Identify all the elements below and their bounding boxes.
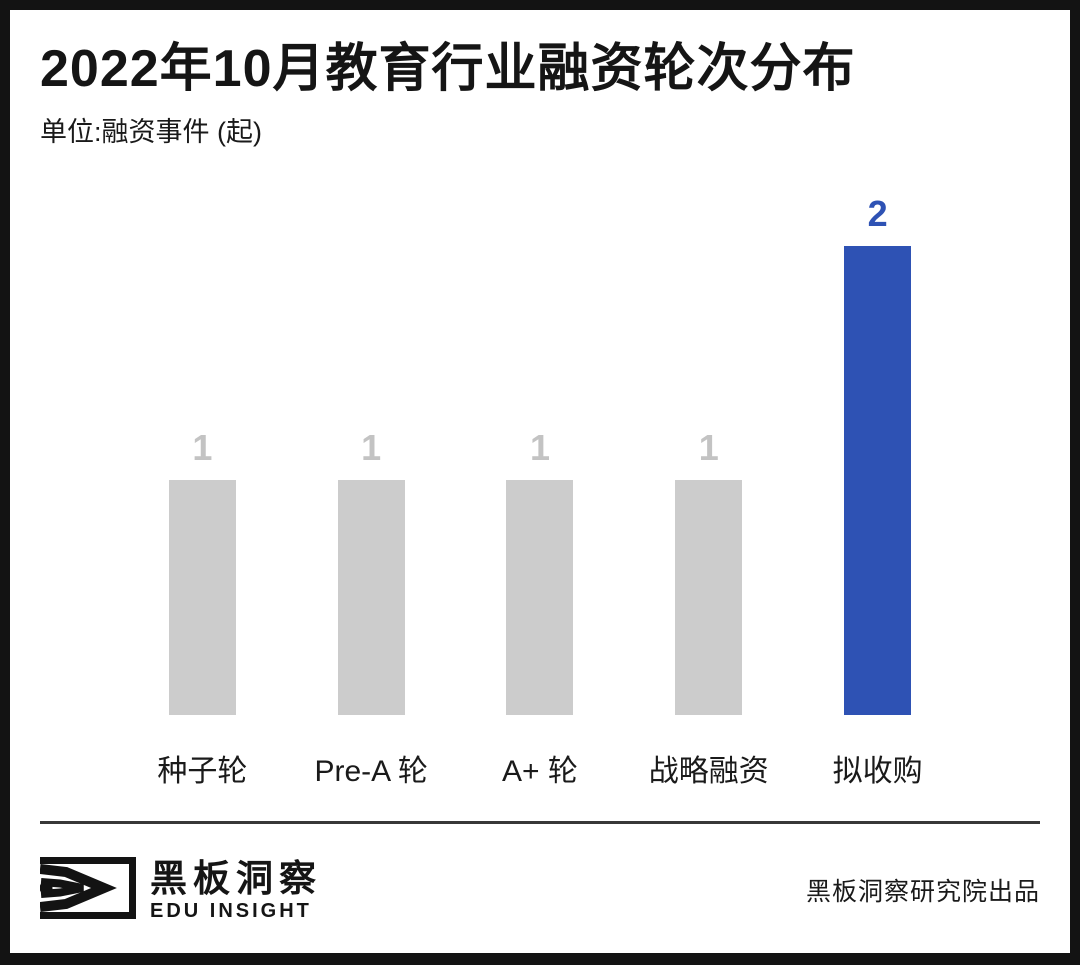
production-credit: 黑板洞察研究院出品 (805, 878, 1040, 907)
x-axis-label-a-plus-round: A+ 轮 (502, 754, 578, 788)
brand-name-en: EDU INSIGHT (150, 899, 312, 922)
bar-value-label: 1 (361, 426, 382, 468)
footer: 黑板洞察 EDU INSIGHT 黑板洞察研究院出品 (39, 856, 1040, 924)
x-axis-label-pre-a-round: Pre-A 轮 (314, 754, 428, 788)
chart-unit-subtitle: 单位:融资事件 (起) (40, 116, 262, 147)
chart-header: 2022年10月教育行业融资轮次分布 单位:融资事件 (起) (40, 10, 1040, 150)
bar-value-label: 1 (192, 426, 213, 468)
bar-value-label: 1 (698, 426, 719, 468)
brand-text: 黑板洞察 EDU INSIGHT (150, 860, 322, 921)
bar-chart: 1 种子轮 1 Pre-A 轮 1 A+ 轮 1 战略融资 2 拟收购 (118, 192, 962, 797)
bar-group-a-plus-round: 1 A+ 轮 (456, 196, 625, 797)
edu-insight-eye-logo-icon (39, 856, 136, 924)
bar-group-strategic-financing: 1 战略融资 (624, 196, 793, 797)
footer-divider (40, 820, 1040, 824)
x-axis-label-seed-round: 种子轮 (157, 754, 248, 788)
bar-proposed-acquisition (844, 245, 912, 715)
bar-group-pre-a-round: 1 Pre-A 轮 (287, 196, 456, 797)
bar-strategic-financing (675, 479, 743, 715)
bar-value-label: 1 (529, 426, 550, 468)
bar-a-plus-round (506, 479, 574, 715)
bar-pre-a-round (337, 479, 405, 715)
brand-name-cn: 黑板洞察 (150, 857, 322, 899)
bar-group-proposed-acquisition: 2 拟收购 (793, 192, 962, 797)
bar-seed-round (168, 479, 236, 715)
chart-title: 2022年10月教育行业融资轮次分布 (40, 40, 856, 98)
bar-group-seed-round: 1 种子轮 (118, 196, 287, 797)
x-axis-label-proposed-acquisition: 拟收购 (832, 754, 923, 788)
bar-value-label: 2 (867, 192, 888, 234)
x-axis-label-strategic-financing: 战略融资 (648, 754, 769, 788)
brand-block: 黑板洞察 EDU INSIGHT (39, 856, 322, 924)
